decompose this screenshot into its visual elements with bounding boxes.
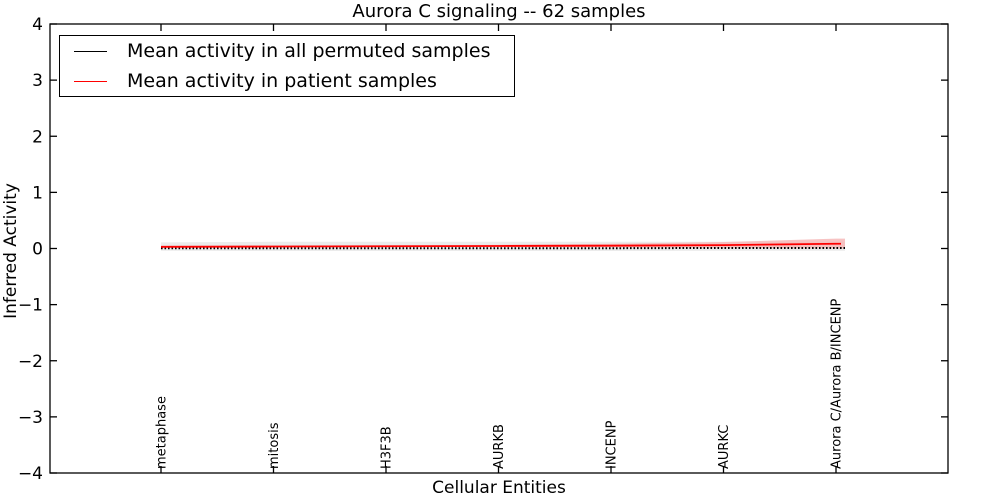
series-line-patient bbox=[160, 242, 841, 248]
y-tick-label: 3 bbox=[32, 71, 43, 91]
x-tick-label: metaphase bbox=[155, 396, 170, 469]
chart-title: Aurora C signaling -- 62 samples bbox=[352, 1, 646, 22]
y-tick-label: −1 bbox=[18, 296, 43, 316]
y-tick-label: 1 bbox=[32, 183, 43, 203]
y-tick-label: −3 bbox=[18, 408, 43, 428]
x-tick-label: mitosis bbox=[267, 422, 282, 469]
legend-line-sample-red bbox=[74, 80, 107, 82]
legend-label: Mean activity in patient samples bbox=[127, 70, 437, 92]
y-tick-label: 2 bbox=[32, 127, 43, 147]
x-tick-label: INCENP bbox=[605, 420, 620, 469]
y-tick-label: −4 bbox=[18, 464, 43, 484]
legend-label: Mean activity in all permuted samples bbox=[127, 40, 491, 62]
legend: Mean activity in all permuted samples Me… bbox=[59, 35, 515, 97]
y-tick-label: 4 bbox=[32, 15, 43, 35]
x-tick-label: AURKC bbox=[717, 425, 732, 469]
legend-item-patient: Mean activity in patient samples bbox=[74, 69, 514, 93]
x-tick-label: AURKB bbox=[492, 424, 507, 469]
y-tick-label: 0 bbox=[32, 240, 43, 260]
legend-line-sample-black bbox=[74, 50, 107, 52]
x-tick-label: Aurora C/Aurora B/INCENP bbox=[830, 298, 845, 469]
x-tick-label: H3F3B bbox=[380, 426, 395, 469]
y-tick-label: −2 bbox=[18, 352, 43, 372]
legend-item-permuted: Mean activity in all permuted samples bbox=[74, 39, 514, 63]
x-axis-label: Cellular Entities bbox=[432, 478, 566, 498]
